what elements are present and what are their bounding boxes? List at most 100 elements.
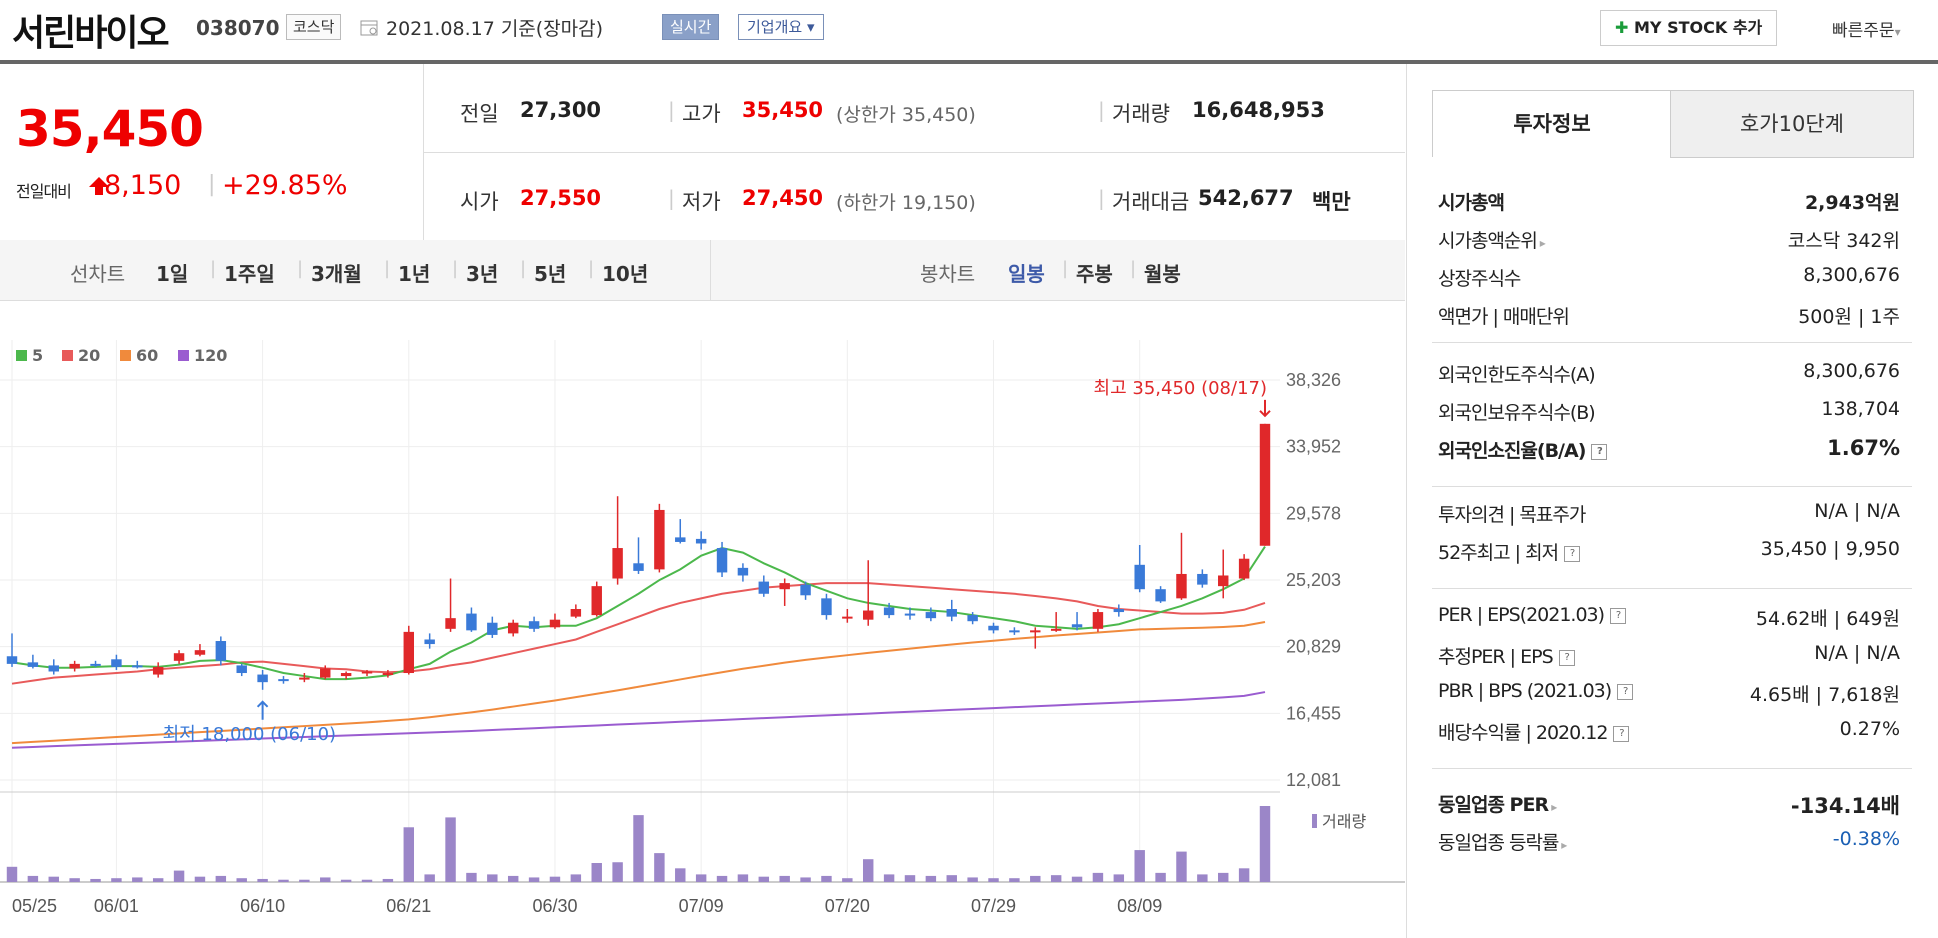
legend-swatch: [16, 350, 27, 361]
info-value: 1.67%: [1827, 436, 1900, 460]
volume-bar: [1155, 872, 1166, 882]
x-tick-label: 07/20: [825, 896, 870, 916]
info-key: 52주최고 | 최저?: [1438, 538, 1581, 565]
tab-investment-info[interactable]: 투자정보: [1432, 90, 1672, 157]
separator: |: [384, 258, 391, 279]
info-key: 시가총액: [1438, 188, 1505, 215]
tab-line-period-5[interactable]: 5년: [534, 262, 567, 286]
info-key: 투자의견 | 목표주가: [1438, 500, 1586, 527]
open-label: 시가: [460, 190, 499, 214]
volume-bar: [1092, 872, 1104, 882]
candle-body: [382, 673, 394, 676]
y-tick-label: 38,326: [1286, 370, 1341, 390]
info-key-text: 상장주식수: [1438, 268, 1521, 290]
candle-body: [424, 639, 435, 645]
candle-body: [675, 537, 686, 542]
tab-line-period-2[interactable]: 3개월: [311, 262, 362, 286]
help-icon[interactable]: ?: [1610, 607, 1627, 624]
info-key: 액면가 | 매매단위: [1438, 302, 1570, 329]
volume-bar: [320, 877, 331, 882]
separator: |: [1062, 258, 1069, 279]
separator: |: [1098, 98, 1105, 122]
tab-line-period-4[interactable]: 3년: [466, 262, 499, 286]
company-overview-label: 기업개요: [747, 18, 803, 36]
chevron-right-icon[interactable]: ▸: [1558, 838, 1567, 852]
y-tick-label: 33,952: [1286, 437, 1341, 457]
chevron-right-icon[interactable]: ▸: [1548, 800, 1557, 814]
x-tick-label: 06/30: [532, 896, 577, 916]
volume-bar: [862, 859, 874, 882]
help-icon[interactable]: ?: [1591, 443, 1608, 460]
candle-body: [152, 666, 164, 675]
help-icon[interactable]: ?: [1564, 545, 1581, 562]
tab-candle-period-0[interactable]: 일봉: [1008, 262, 1045, 286]
volume-bar: [883, 874, 895, 882]
quick-order-button[interactable]: 빠른주문▾: [1832, 16, 1901, 41]
volume-bar: [382, 878, 394, 882]
candle-body: [695, 538, 707, 544]
separator: |: [208, 172, 216, 197]
volume-bar: [612, 862, 623, 882]
info-key-text: 시가총액순위: [1438, 230, 1538, 252]
help-icon[interactable]: ?: [1558, 649, 1575, 666]
help-icon[interactable]: ?: [1613, 725, 1630, 742]
candle-body: [1259, 423, 1271, 546]
volume-bar: [111, 878, 122, 882]
tab-candle-period-1[interactable]: 주봉: [1076, 262, 1113, 286]
volume-bar: [800, 877, 811, 882]
info-key-text: 52주최고 | 최저: [1438, 542, 1559, 564]
add-mystock-button[interactable]: ✚ MY STOCK 추가: [1600, 10, 1778, 46]
separator: |: [452, 258, 459, 279]
candle-body: [967, 615, 978, 622]
tab-line-period-6[interactable]: 10년: [602, 262, 649, 286]
company-overview-button[interactable]: 기업개요 ▾: [738, 14, 824, 40]
x-tick-label: 05/25: [12, 896, 57, 916]
volume-bar: [737, 874, 749, 882]
volume-bar: [6, 866, 18, 882]
market-badge: 코스닥: [286, 14, 342, 40]
candle-body: [173, 653, 185, 661]
candle-body: [1030, 630, 1041, 633]
volume-bar: [1071, 876, 1083, 882]
divider: [1432, 768, 1912, 769]
change-label: 전일대비: [16, 182, 72, 201]
volume-bar: [842, 878, 853, 882]
candle-body: [111, 659, 122, 667]
info-key-text: 시가총액: [1438, 192, 1505, 214]
candle-body: [716, 548, 728, 573]
chevron-right-icon[interactable]: ▸: [1536, 236, 1546, 250]
volume-label: 거래량: [1112, 102, 1170, 126]
info-row: 외국인소진율(B/A)? 1.67%: [1438, 436, 1900, 470]
realtime-button[interactable]: 실시간: [662, 14, 720, 40]
info-key: 외국인한도주식수(A): [1438, 360, 1596, 387]
volume-bar: [1176, 851, 1187, 882]
candle-body: [403, 631, 415, 674]
change-value: 8,150: [104, 170, 182, 201]
period-bar: [0, 240, 1405, 301]
info-row: 동일업종 PER ▸ -134.14배: [1438, 790, 1900, 824]
info-key-text: 외국인소진율(B/A): [1438, 440, 1586, 462]
x-tick-label: 07/29: [971, 896, 1016, 916]
candle-body: [90, 663, 101, 666]
tab-line-period-1[interactable]: 1주일: [224, 262, 275, 286]
amount-value: 542,677: [1198, 186, 1294, 210]
change-percent: +29.85%: [222, 170, 348, 201]
info-key: PER | EPS(2021.03)?: [1438, 604, 1627, 626]
lower-limit: (하한가 19,150): [836, 192, 976, 214]
volume-bar: [654, 853, 665, 882]
tab-order-book[interactable]: 호가10단계: [1670, 90, 1914, 158]
candle-body: [988, 625, 999, 631]
volume-bar: [967, 877, 978, 882]
legend-label: 60: [136, 346, 158, 365]
tab-line-period-0[interactable]: 1일: [156, 262, 189, 286]
info-value: 2,943억원: [1804, 192, 1900, 214]
tab-candle-period-2[interactable]: 월봉: [1144, 262, 1181, 286]
candle-body: [1197, 573, 1208, 585]
low-label: 저가: [682, 190, 721, 214]
tab-line-period-3[interactable]: 1년: [398, 262, 431, 286]
candle-body: [925, 612, 937, 619]
help-icon[interactable]: ?: [1617, 683, 1634, 700]
legend-swatch: [178, 350, 189, 361]
candle-body: [132, 665, 143, 668]
candle-body: [779, 583, 790, 590]
